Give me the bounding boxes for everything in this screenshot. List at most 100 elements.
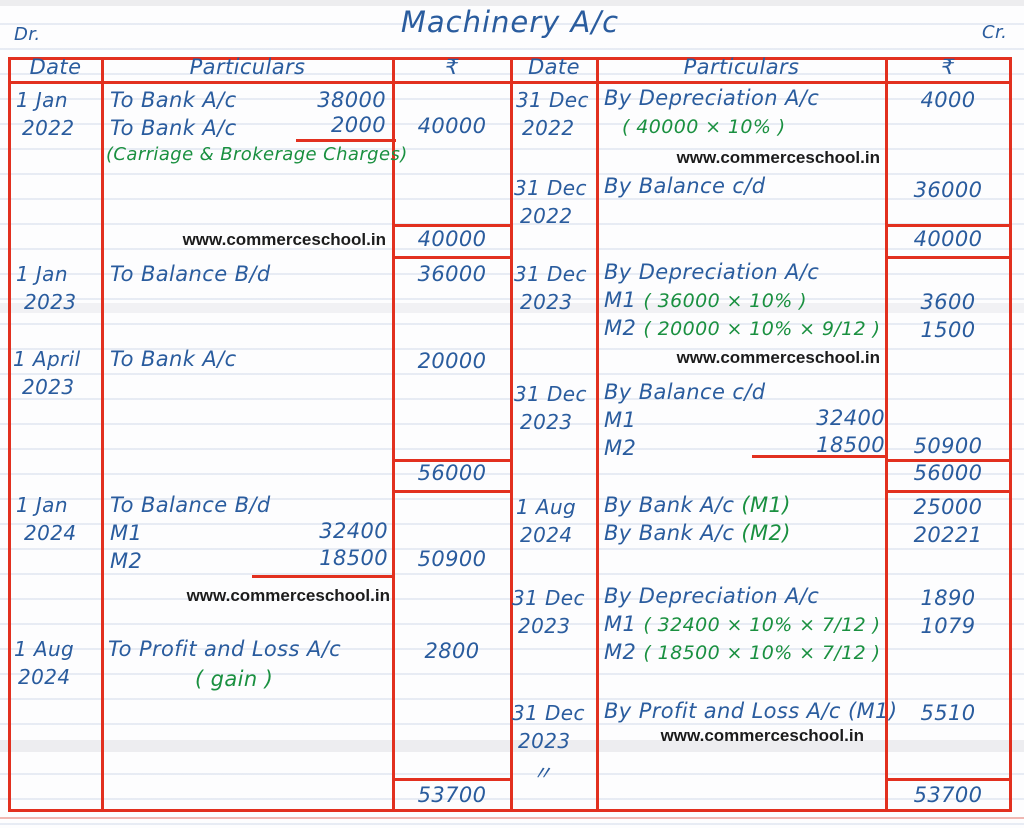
entry-amount: 50900 — [913, 434, 983, 458]
header-amount-left: ₹ — [445, 55, 459, 79]
total-box-line — [392, 256, 513, 259]
entry-particulars: By Depreciation A/c — [604, 584, 820, 608]
entry-date: 1 Jan — [16, 262, 68, 286]
machine-label: M1 — [110, 521, 143, 545]
machine-label: M2 — [604, 436, 637, 460]
entry-amount: 5510 — [920, 701, 976, 725]
total-box-line — [885, 490, 1012, 493]
total-box-line — [885, 224, 1012, 227]
total-box-line — [885, 256, 1012, 259]
entry-amount: 3600 — [920, 290, 976, 314]
entry-subamount: 32400 — [319, 519, 388, 543]
entry-particulars: To Balance B/d — [110, 493, 271, 517]
underline-18500-credit — [752, 455, 887, 458]
total-box-line — [392, 224, 513, 227]
entry-date: 2024 — [520, 523, 573, 547]
entry-date: 1 Jan — [16, 493, 68, 517]
col-line-date-right — [596, 57, 599, 812]
entry-amount: 40000 — [417, 114, 487, 138]
entry-date: 2023 — [520, 410, 573, 434]
machine-tag: (M1) — [741, 493, 791, 517]
entry-date: 2023 — [24, 290, 77, 314]
entry-particulars: To Profit and Loss A/c — [108, 637, 342, 661]
entry-date: 2024 — [18, 665, 71, 689]
underline-18500-debit — [252, 575, 394, 578]
entry-date: 2023 — [518, 614, 571, 638]
entry-subamount: 18500 — [816, 433, 885, 457]
watermark: www.commerceschool.in — [676, 148, 880, 167]
entry-date: 31 Dec — [516, 88, 589, 112]
machine-calc-row: M2 ( 18500 × 10% × 7/12 ) — [604, 640, 880, 664]
entry-date: 31 Dec — [512, 701, 585, 725]
entry-calc: ( 32400 × 10% × 7/12 ) — [643, 614, 881, 636]
entry-subamount: 18500 — [319, 546, 388, 570]
paper-band — [0, 0, 1024, 6]
entry-note: (Carriage & Brokerage Charges) — [106, 144, 408, 165]
total-amount: 56000 — [913, 461, 983, 485]
entry-calc: ( 36000 × 10% ) — [643, 290, 807, 312]
watermark: www.commerceschool.in — [182, 230, 386, 249]
margin-line — [0, 817, 1024, 819]
entry-row: By Bank A/c (M2) — [604, 521, 791, 545]
header-amount-right: ₹ — [941, 55, 955, 79]
cr-label: Cr. — [982, 22, 1008, 43]
machine-calc-row: M1 ( 32400 × 10% × 7/12 ) — [604, 612, 880, 636]
ditto-mark: 〃 — [532, 761, 553, 785]
entry-calc: ( 18500 × 10% × 7/12 ) — [643, 642, 881, 664]
col-line-date-left — [101, 57, 104, 812]
entry-particulars: By Bank A/c — [604, 493, 735, 517]
header-particulars-right: Particulars — [683, 55, 800, 79]
page-title: Machinery A/c — [400, 5, 620, 39]
entry-amount: 36000 — [913, 178, 983, 202]
header-date-right: Date — [528, 55, 580, 79]
table-left-border — [8, 57, 11, 812]
entry-amount: 2800 — [424, 639, 480, 663]
machine-label: M1 — [604, 612, 637, 636]
machine-tag: (M2) — [741, 521, 791, 545]
machine-calc-row: M1 ( 36000 × 10% ) — [604, 288, 807, 312]
entry-amount: 4000 — [920, 88, 976, 112]
entry-particulars: By Balance c/d — [604, 174, 766, 198]
entry-subamount: 32400 — [816, 406, 885, 430]
entry-amount: 1079 — [920, 614, 976, 638]
watermark: www.commerceschool.in — [660, 726, 864, 745]
entry-row: By Bank A/c (M1) — [604, 493, 791, 517]
total-box-line — [885, 778, 1012, 781]
entry-particulars: By Profit and Loss A/c (M1) — [604, 699, 898, 723]
entry-particulars: To Balance B/d — [110, 262, 271, 286]
machine-label: M1 — [604, 408, 637, 432]
machine-label: M2 — [604, 640, 637, 664]
entry-calc: ( 20000 × 10% × 9/12 ) — [643, 318, 881, 340]
machine-label: M1 — [604, 288, 637, 312]
entry-amount: 1500 — [920, 318, 976, 342]
entry-date: 2023 — [520, 290, 573, 314]
entry-date: 2023 — [518, 729, 571, 753]
total-box-line — [392, 490, 513, 493]
watermark: www.commerceschool.in — [676, 348, 880, 367]
entry-particulars: By Balance c/d — [604, 380, 766, 404]
entry-calc: ( 40000 × 10% ) — [622, 116, 786, 138]
entry-particulars: By Depreciation A/c — [604, 260, 820, 284]
total-amount: 40000 — [417, 227, 487, 251]
watermark: www.commerceschool.in — [186, 586, 390, 605]
total-amount: 56000 — [417, 461, 487, 485]
table-right-border — [1009, 57, 1012, 812]
entry-date: 2022 — [22, 116, 75, 140]
entry-subamount: 38000 — [317, 88, 386, 112]
total-amount: 53700 — [417, 783, 487, 807]
machine-calc-row: M2 ( 20000 × 10% × 9/12 ) — [604, 316, 880, 340]
entry-subamount: 2000 — [330, 113, 386, 137]
dr-label: Dr. — [14, 24, 41, 45]
entry-amount: 36000 — [417, 262, 487, 286]
total-box-line — [392, 778, 513, 781]
entry-date: 2022 — [522, 116, 575, 140]
col-line-amount-right — [885, 57, 888, 812]
center-divider — [510, 57, 513, 812]
entry-amount: 1890 — [920, 586, 976, 610]
entry-date: 2024 — [24, 521, 77, 545]
entry-date: 1 Jan — [16, 88, 68, 112]
entry-particulars: By Depreciation A/c — [604, 86, 820, 110]
machine-label: M2 — [110, 549, 143, 573]
entry-date: 1 Aug — [14, 637, 75, 661]
